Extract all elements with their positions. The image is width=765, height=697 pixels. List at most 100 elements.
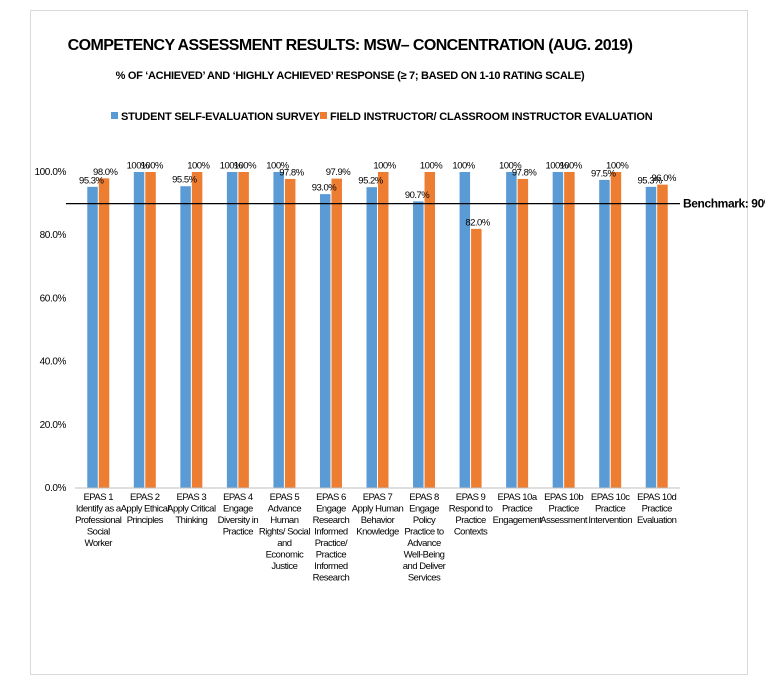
x-category-label: EPAS 10a Practice Engagement xyxy=(493,492,543,526)
y-tick-label: 100.0% xyxy=(34,167,66,178)
x-category-label: EPAS 8 Engage Policy Practice to Advance Well… xyxy=(403,492,446,584)
data-label-instructor: 97.8% xyxy=(279,167,304,178)
x-category-line: Contexts xyxy=(454,527,488,538)
x-category-line: Apply Critical xyxy=(167,504,216,515)
x-category-line: Practice xyxy=(548,504,579,515)
bar-instructor xyxy=(331,178,342,489)
x-category-line: Engage xyxy=(316,504,346,515)
x-category-line: Practice to xyxy=(404,527,444,538)
x-category-line: Practice xyxy=(316,550,347,561)
x-category-line: Apply Human xyxy=(352,504,404,515)
bar-student xyxy=(599,179,610,488)
data-label-student: 90.7% xyxy=(405,190,430,201)
bar-student xyxy=(552,172,564,488)
y-tick-label: 80.0% xyxy=(40,230,67,241)
x-category-line: Practice xyxy=(455,515,486,526)
x-category-line: Practice xyxy=(642,504,673,515)
x-category-line: Policy xyxy=(413,515,436,526)
bar-student xyxy=(226,172,238,488)
bar-instructor xyxy=(657,184,668,488)
x-category-label: EPAS 2 Apply Ethical Principles xyxy=(121,492,170,526)
x-category-line: EPAS 7 xyxy=(363,492,393,503)
y-tick-label: 40.0% xyxy=(40,357,67,368)
bar-student xyxy=(645,186,657,489)
x-category-line: Diversity in xyxy=(218,515,259,526)
legend-swatch-instructor xyxy=(320,112,327,119)
data-label-student: 93.0% xyxy=(312,183,337,194)
x-category-label: EPAS 9 Respond to Practice Contexts xyxy=(449,492,493,538)
bar-student xyxy=(459,172,471,488)
data-label-student: 100% xyxy=(127,161,150,172)
x-category-label: EPAS 1 Identify as a Professional Social Wor… xyxy=(75,492,122,549)
x-category-line: Advance xyxy=(268,504,302,515)
y-tick-label: 20.0% xyxy=(40,420,67,431)
legend-swatch-student xyxy=(111,112,118,119)
x-category-line: and Deliver xyxy=(403,561,446,572)
data-label-instructor: 100% xyxy=(141,161,164,172)
data-label-student: 95.2% xyxy=(358,176,383,187)
data-label-instructor: 97.8% xyxy=(512,167,537,178)
legend-label-student: STUDENT SELF-EVALUATION SURVEY xyxy=(121,111,321,123)
y-tick-label: 0.0% xyxy=(45,483,67,494)
x-category-line: Principles xyxy=(127,515,164,526)
bar-instructor xyxy=(471,228,482,488)
x-category-label: EPAS 10b Practice Assessment xyxy=(540,492,588,526)
x-category-line: Economic xyxy=(266,550,304,561)
x-category-line: Social xyxy=(87,527,110,538)
benchmark: Benchmark: 90% xyxy=(66,197,765,211)
x-category-line: Practice xyxy=(223,527,254,538)
y-tick-label: 60.0% xyxy=(40,293,67,304)
data-label-instructor: 98.0% xyxy=(93,167,118,178)
bar-instructor xyxy=(517,178,529,488)
data-label-instructor: 100% xyxy=(373,161,396,172)
bar-student xyxy=(413,201,424,488)
x-category-line: EPAS 3 xyxy=(177,492,207,503)
bars xyxy=(87,172,668,489)
data-label-instructor: 97.9% xyxy=(326,167,351,178)
bar-instructor xyxy=(238,172,249,488)
data-label-student: 95.3% xyxy=(79,175,104,186)
data-label-student: 100% xyxy=(220,161,243,172)
x-category-line: EPAS 8 xyxy=(409,492,439,503)
data-label-instructor: 100% xyxy=(606,161,629,172)
x-category-line: Assessment xyxy=(540,515,588,526)
x-category-line: EPAS 6 xyxy=(316,492,346,503)
data-labels: 95.3%98.0%100%100%95.5%100% 100%100% 100%9… xyxy=(79,161,677,229)
x-category-label: EPAS 10d Practice Evaluation xyxy=(637,492,677,526)
x-category-label: EPAS 10c Practice Intervention xyxy=(588,492,632,526)
legend-label-instructor: FIELD INSTRUCTOR/ CLASSROOM INSTRUCTOR E… xyxy=(330,111,653,123)
bar-instructor xyxy=(284,178,296,488)
bar-instructor xyxy=(610,172,622,488)
x-category-line: Informed xyxy=(314,527,348,538)
data-label-student: 100% xyxy=(266,161,289,172)
x-category-line: EPAS 4 xyxy=(223,492,253,503)
x-category-line: EPAS 9 xyxy=(456,492,486,503)
bar-student xyxy=(180,186,191,488)
data-label-instructor: 100% xyxy=(234,161,257,172)
legend: STUDENT SELF-EVALUATION SURVEY FIELD INS… xyxy=(111,111,653,123)
x-category-line: Practice xyxy=(595,504,626,515)
x-category-line: EPAS 10d xyxy=(637,492,676,503)
x-category-line: Advance xyxy=(407,538,441,549)
x-category-line: Well-Being xyxy=(404,550,445,561)
x-category-line: Identify as a xyxy=(76,504,122,515)
data-label-instructor: 100% xyxy=(559,161,582,172)
bar-student xyxy=(133,172,145,488)
x-category-line: Thinking xyxy=(175,515,207,526)
x-category-line: Behavior xyxy=(361,515,395,526)
x-category-label: EPAS 5 Advance Human Rights/ Social and Econo… xyxy=(259,492,310,572)
x-category-line: Human xyxy=(270,515,298,526)
x-category-label: EPAS 4 Engage Diversity in Practice xyxy=(218,492,259,538)
chart-title: COMPETENCY ASSESSMENT RESULTS: MSW– CONC… xyxy=(68,37,633,54)
x-category-label: EPAS 3 Apply Critical Thinking xyxy=(167,492,216,526)
x-category-line: Practice xyxy=(502,504,533,515)
bar-student xyxy=(366,187,377,488)
x-category-line: Rights/ Social xyxy=(259,527,310,538)
data-label-instructor: 96.0% xyxy=(652,173,677,184)
chart-subtitle: % OF ‘ACHIEVED’ AND ‘HIGHLY ACHIEVED’ RE… xyxy=(116,70,585,82)
x-category-line: Practice/ xyxy=(315,538,348,549)
data-label-student: 95.3% xyxy=(638,175,663,186)
data-label-instructor: 100% xyxy=(187,161,210,172)
x-category-line: EPAS 10b xyxy=(544,492,583,503)
